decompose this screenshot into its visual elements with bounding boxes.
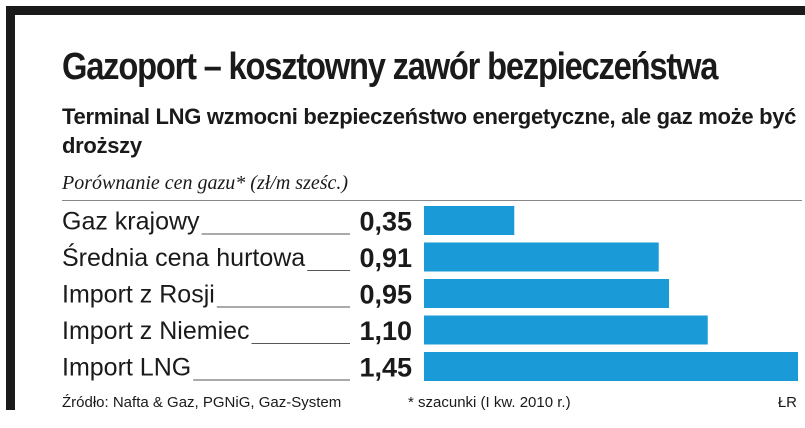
author-credit: ŁR (777, 394, 797, 411)
category-label: Import LNG (62, 354, 191, 382)
bar (424, 242, 659, 272)
data-label: 1,45 (359, 353, 412, 383)
data-label: 0,35 (359, 207, 412, 237)
bar (424, 352, 798, 381)
chart-headline: Gazoport – kosztowny zawór bezpieczeństw… (62, 46, 718, 88)
frame-top-border (6, 6, 805, 15)
data-label: 1,10 (359, 316, 412, 346)
category-label: Gaz krajowy (62, 208, 200, 236)
caption-rule (62, 200, 802, 201)
bar (424, 279, 670, 308)
data-label: 0,95 (359, 280, 412, 310)
chart-subtitle: Terminal LNG wzmocni bezpieczeństwo ener… (62, 104, 797, 158)
category-label: Średnia cena hurtowa (62, 242, 305, 272)
data-label: 0,91 (359, 243, 412, 273)
category-label: Import z Rosji (62, 281, 215, 309)
chart-caption: Porównanie cen gazu* (zł/m sześc.) (62, 172, 349, 194)
category-label: Import z Niemiec (62, 317, 250, 345)
frame-left-border (6, 6, 15, 410)
source-note: Źródło: Nafta & Gaz, PGNiG, Gaz-System (62, 394, 342, 411)
bar (424, 315, 708, 345)
footnote: * szacunki (I kw. 2010 r.) (408, 394, 571, 411)
bar (424, 206, 515, 235)
